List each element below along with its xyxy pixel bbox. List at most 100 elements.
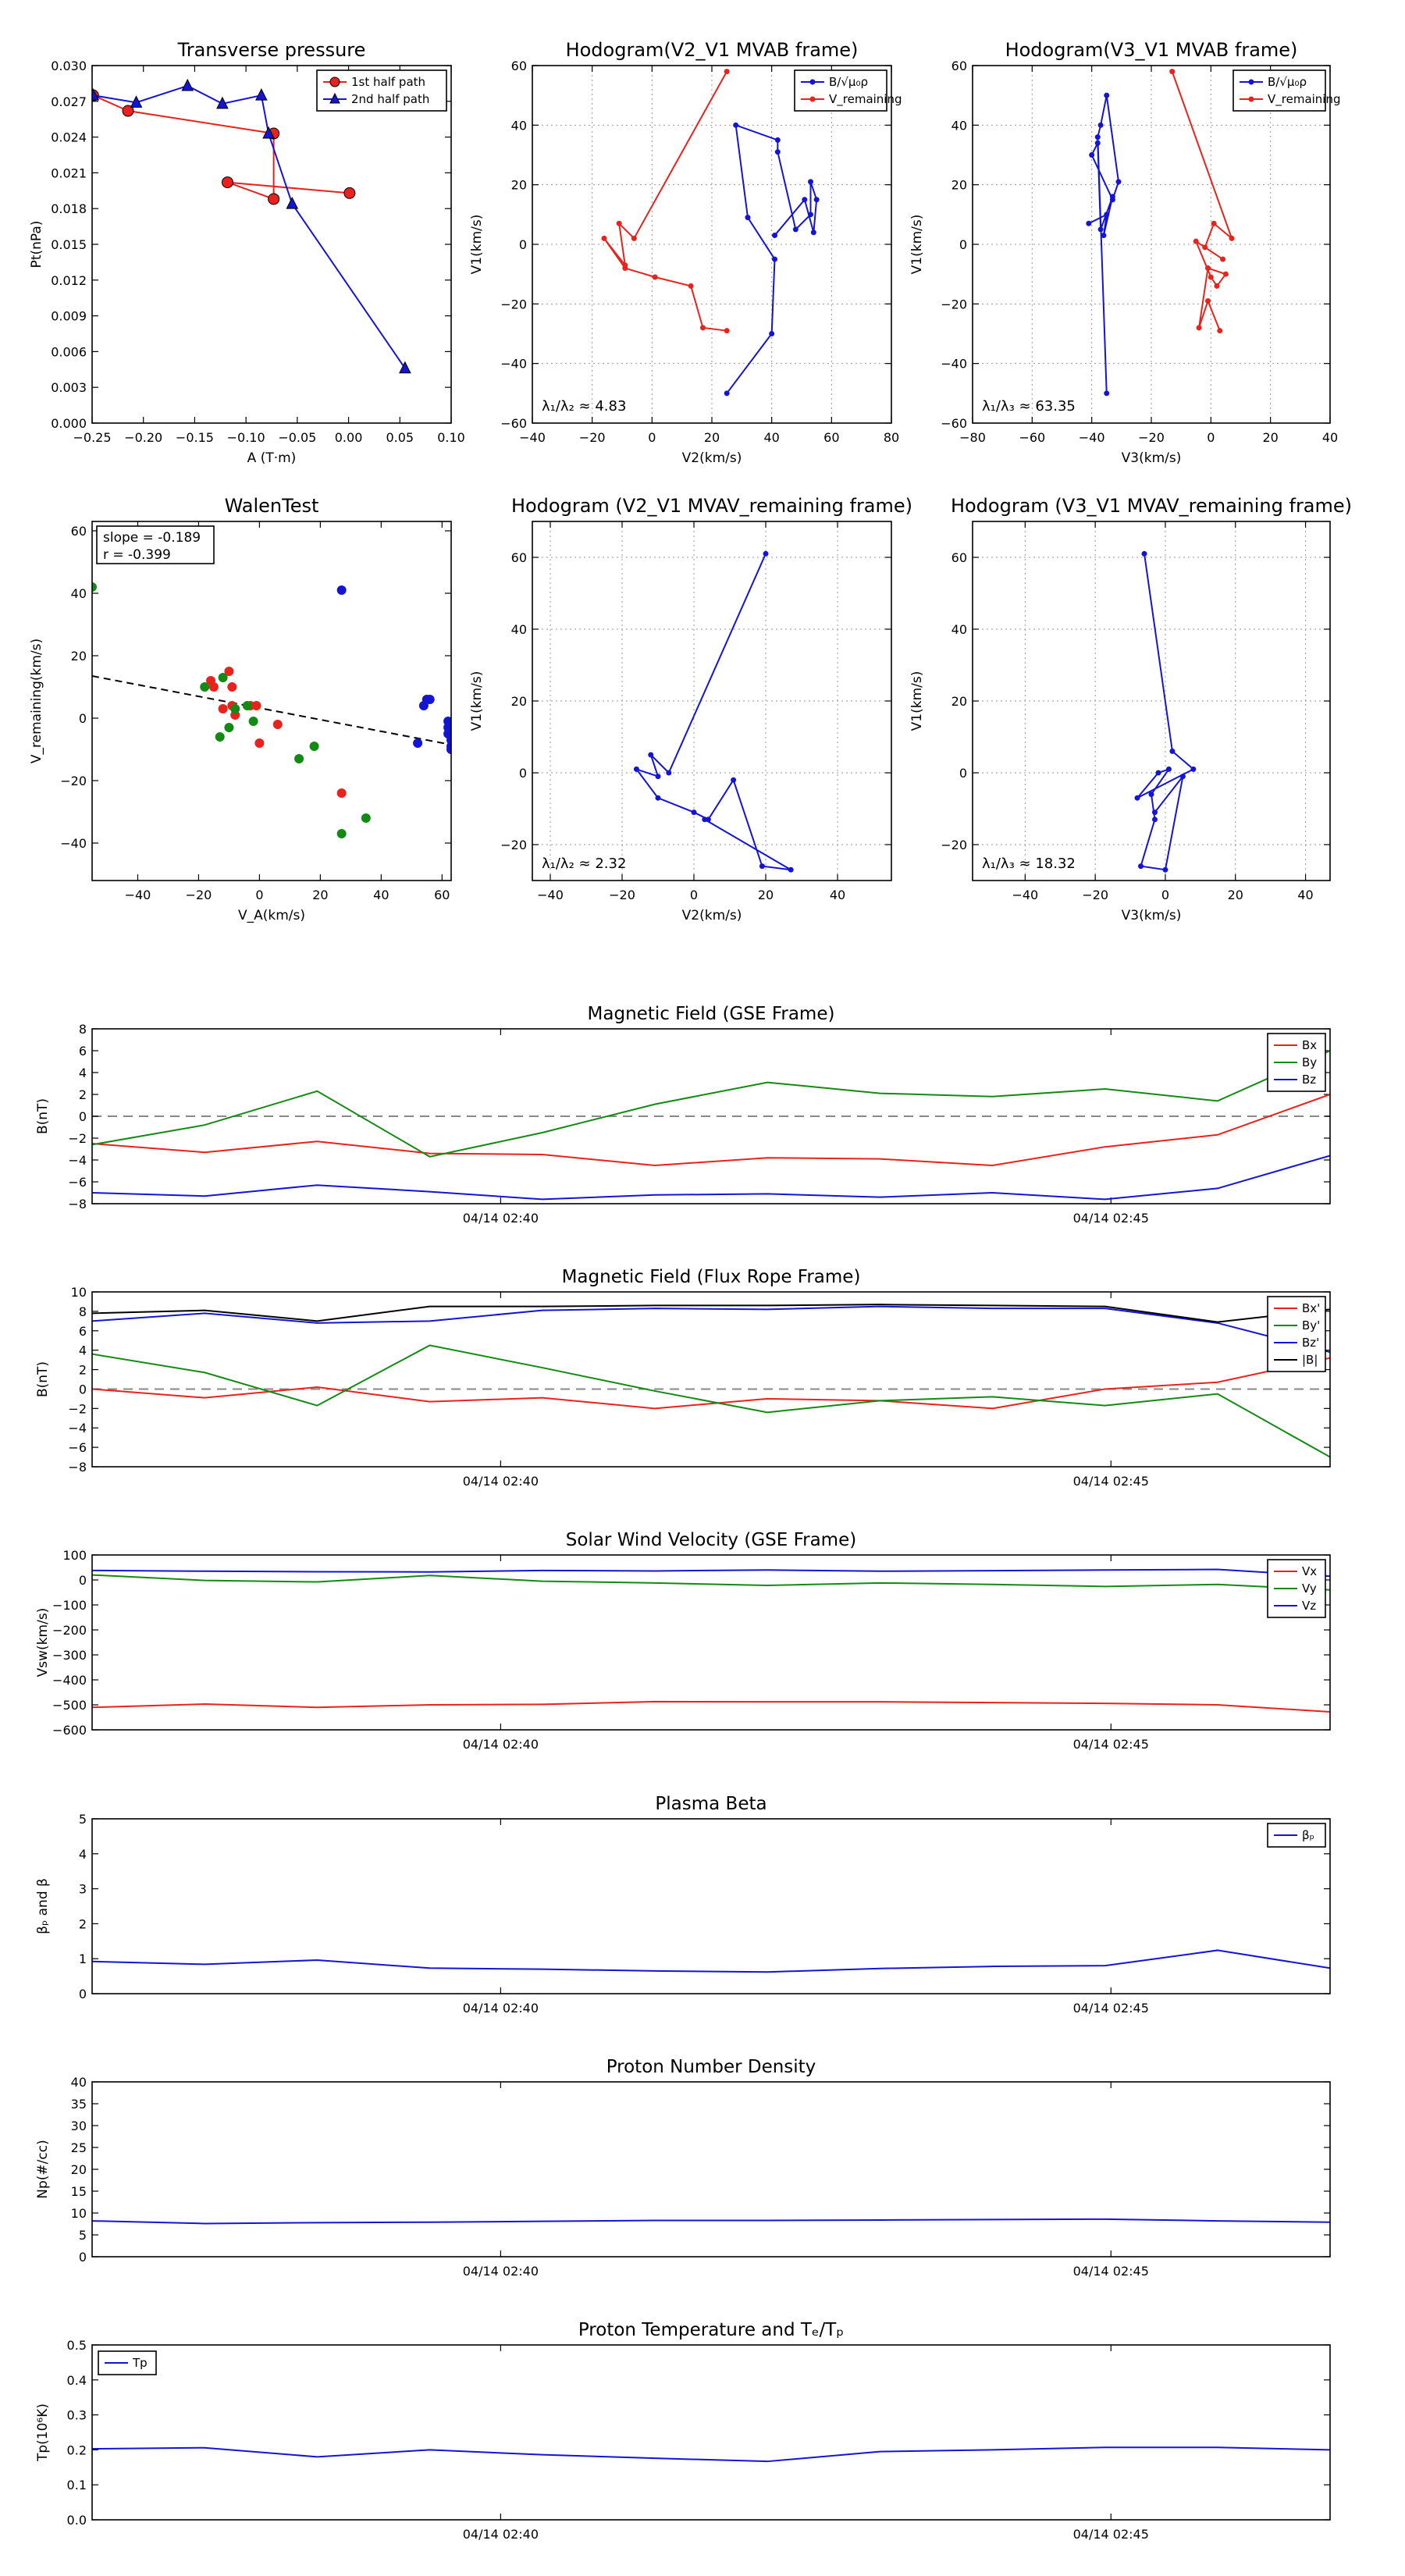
- y-tick-label: 0.000: [51, 416, 87, 431]
- y-tick-label: −2: [68, 1401, 87, 1416]
- chart-h3: Hodogram (V2_V1 MVAV_remaining frame) −20…: [469, 495, 912, 923]
- legend-label: By: [1302, 1055, 1317, 1069]
- stats-box: [96, 525, 215, 564]
- legend: Bx By Bz: [1267, 1033, 1326, 1092]
- plot-area: [1086, 69, 1235, 397]
- y-tick-label: 0: [959, 237, 967, 252]
- data-point: [691, 809, 697, 816]
- grid-lines: [532, 521, 891, 881]
- series-line-1st half path: [92, 94, 350, 201]
- y-tick-label: 0.030: [51, 59, 87, 73]
- data-point: [688, 283, 694, 289]
- x-tick-label: 0: [255, 888, 263, 902]
- y-tick-label: 8: [79, 1022, 87, 1037]
- data-point: [724, 390, 730, 397]
- chart-tp: Transverse pressure 0.000 0.003 0.006 0.009 0…: [29, 39, 465, 466]
- y-tick-label: 0.0: [67, 2513, 87, 2528]
- data-point: [262, 126, 275, 139]
- y-tick-label: 35: [71, 2097, 87, 2112]
- y-tick-label: −200: [52, 1623, 87, 1638]
- y-tick-label: −60: [500, 416, 527, 431]
- figure: Transverse pressure0.0000.0030.0060.0090…: [29, 39, 1352, 2542]
- data-point: [1193, 238, 1199, 244]
- legend-label: Bz': [1302, 1336, 1319, 1350]
- y-tick-label: 0.1: [67, 2478, 87, 2492]
- data-point: [759, 863, 765, 870]
- y-tick-label: 1: [79, 1952, 87, 1966]
- y-axis-label: Tp(10⁶K): [35, 2403, 51, 2462]
- chart-title: Magnetic Field (GSE Frame): [588, 1004, 835, 1024]
- y-tick-label: −4: [68, 1153, 87, 1168]
- y-tick-label: 0.021: [51, 165, 87, 180]
- series-line-2nd half path: [93, 84, 406, 369]
- data-point: [810, 229, 816, 236]
- data-point: [1109, 194, 1115, 200]
- series-line-V_remaining: [1171, 71, 1234, 332]
- y-tick-label: 60: [951, 59, 967, 73]
- data-point: [1190, 766, 1197, 772]
- legend-label: Tp: [132, 2356, 148, 2370]
- data-point: [1217, 328, 1223, 334]
- x-tick-label: −0.10: [227, 430, 265, 445]
- data-point: [1097, 226, 1104, 233]
- legend-label: βₚ: [1302, 1828, 1314, 1842]
- x-tick-label: 40: [830, 888, 845, 902]
- series-line-Vy: [92, 1574, 1330, 1591]
- legend-label: Vx: [1302, 1564, 1317, 1578]
- y-tick-label: −20: [500, 838, 527, 852]
- y-tick-label: −6: [68, 1440, 87, 1455]
- eigenvalue-ratio: λ₁/λ₃ ≈ 63.35: [982, 398, 1076, 415]
- data-point: [769, 331, 775, 336]
- x-tick-label: 0: [1207, 430, 1215, 445]
- series-line-By: [92, 1050, 1330, 1158]
- legend: B/√μ₀ρ V_remaining: [1232, 69, 1341, 112]
- y-tick-label: −100: [52, 1598, 87, 1613]
- y-tick-label: 0.2: [67, 2443, 87, 2457]
- chart-title: Plasma Beta: [655, 1794, 767, 1814]
- plot-area: [92, 1304, 1330, 1458]
- legend-label: 1st half path: [351, 75, 425, 89]
- axes-frame: [91, 1818, 1331, 1994]
- y-axis-label: Pt(nPa): [29, 221, 44, 269]
- data-point: [248, 717, 258, 726]
- y-tick-label: 60: [511, 550, 527, 565]
- y-tick-label: 0: [79, 2250, 87, 2265]
- data-point: [655, 795, 661, 801]
- y-axis-label: V1(km/s): [469, 215, 485, 275]
- data-point: [309, 742, 319, 751]
- y-tick-label: 0: [79, 1109, 87, 1124]
- data-point: [1211, 220, 1217, 226]
- y-tick-label: 40: [511, 622, 527, 637]
- data-point: [1097, 122, 1104, 128]
- y-tick-label: 40: [71, 586, 87, 601]
- legend-label: V_remaining: [1268, 92, 1341, 107]
- y-tick-label: 0.018: [51, 201, 87, 216]
- data-point: [788, 866, 794, 873]
- x-tick-label: 20: [704, 430, 720, 445]
- data-point: [268, 193, 280, 205]
- y-tick-label: 0: [79, 1382, 87, 1397]
- data-point: [286, 196, 299, 209]
- grid-lines: [973, 521, 1330, 881]
- data-point: [1141, 550, 1147, 557]
- y-tick-label: 0: [79, 711, 87, 726]
- data-point: [413, 738, 423, 748]
- data-point: [1229, 235, 1235, 241]
- y-tick-label: 20: [71, 649, 87, 664]
- data-point: [1138, 863, 1144, 870]
- y-tick-label: 4: [79, 1343, 87, 1358]
- x-axis-label: V2(km/s): [682, 908, 742, 923]
- y-tick-label: −8: [68, 1197, 87, 1212]
- x-tick-label: −20: [579, 430, 606, 445]
- y-axis-label: B(nT): [35, 1098, 51, 1134]
- data-point: [254, 738, 265, 748]
- y-tick-label: 0: [959, 766, 967, 781]
- data-point: [622, 265, 628, 272]
- legend: Vx Vy Vz: [1267, 1559, 1326, 1618]
- y-tick-label: 20: [951, 694, 967, 709]
- legend-marker: [329, 92, 340, 104]
- data-point: [1104, 390, 1110, 397]
- data-point: [446, 720, 451, 729]
- data-point: [1165, 766, 1172, 772]
